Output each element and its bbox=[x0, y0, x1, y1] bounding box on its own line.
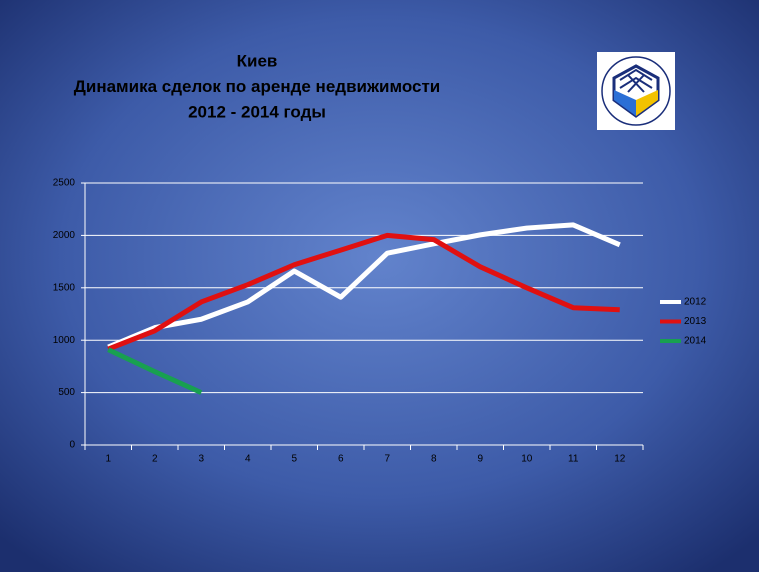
legend-label: 2014 bbox=[684, 336, 707, 347]
x-tick-label: 1 bbox=[105, 454, 111, 465]
chart-title: 2012 - 2014 годы bbox=[188, 102, 326, 121]
y-tick-label: 0 bbox=[69, 440, 75, 451]
x-tick-label: 6 bbox=[338, 454, 344, 465]
x-tick-label: 9 bbox=[477, 454, 483, 465]
x-tick-label: 2 bbox=[152, 454, 158, 465]
line-series bbox=[107, 347, 203, 395]
y-tick-label: 2000 bbox=[53, 230, 76, 241]
x-tick-label: 3 bbox=[198, 454, 204, 465]
line-series bbox=[107, 222, 621, 350]
x-tick-label: 11 bbox=[568, 454, 579, 465]
y-tick-label: 500 bbox=[58, 387, 75, 398]
legend-label: 2013 bbox=[684, 316, 707, 327]
y-tick-label: 1000 bbox=[53, 335, 76, 346]
x-tick-label: 5 bbox=[291, 454, 297, 465]
legend-label: 2012 bbox=[684, 297, 707, 308]
chart-title: Киев bbox=[237, 51, 278, 70]
x-tick-label: 12 bbox=[614, 454, 626, 465]
x-tick-label: 10 bbox=[521, 454, 533, 465]
y-tick-label: 1500 bbox=[53, 282, 76, 293]
y-tick-label: 2500 bbox=[53, 178, 76, 189]
x-tick-label: 7 bbox=[384, 454, 390, 465]
x-tick-label: 4 bbox=[245, 454, 251, 465]
chart-title: Динамика сделок по аренде недвижимости bbox=[74, 77, 440, 96]
logo bbox=[597, 52, 675, 130]
x-tick-label: 8 bbox=[431, 454, 437, 465]
line-series bbox=[107, 232, 620, 352]
